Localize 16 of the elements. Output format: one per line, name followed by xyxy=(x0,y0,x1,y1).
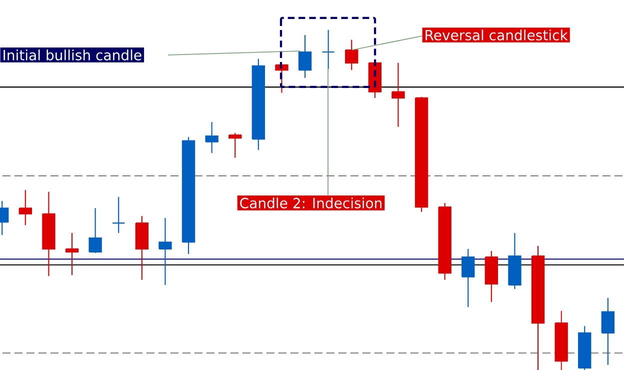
annotation: Reversal candlestick xyxy=(426,30,568,40)
annotation: Candle 2: Indecision xyxy=(240,198,382,208)
candlestick xyxy=(112,196,126,234)
candlestick xyxy=(298,34,312,78)
candlestick xyxy=(228,132,242,158)
candlestick xyxy=(158,217,172,286)
candlestick xyxy=(345,39,358,71)
candlestick xyxy=(462,248,475,308)
candlestick xyxy=(322,29,335,70)
candlestick xyxy=(392,62,405,128)
candlestick xyxy=(65,232,79,276)
annotation: Initial bullish candle xyxy=(4,50,142,60)
candlestick xyxy=(88,208,102,254)
candlestick xyxy=(205,122,218,154)
candlestick xyxy=(18,190,32,226)
candlestick xyxy=(601,297,615,366)
